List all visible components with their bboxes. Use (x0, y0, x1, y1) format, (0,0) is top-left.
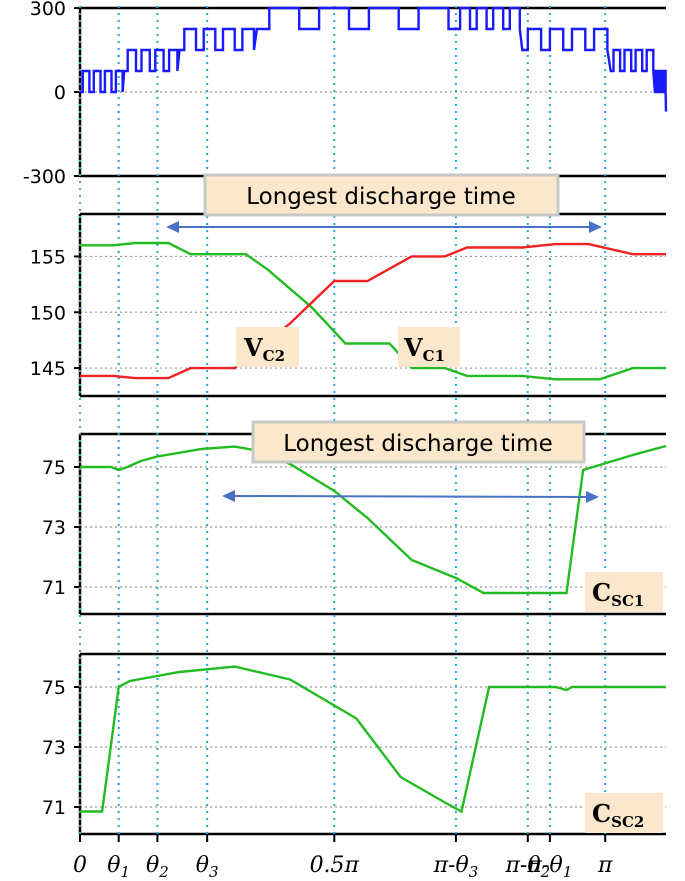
x-tick-label: 0.5π (310, 853, 360, 878)
label-vc2-base: V (243, 333, 263, 362)
x-tick-base: π (597, 853, 613, 878)
traces (80, 6, 668, 814)
label-csc2-sub: SC2 (611, 813, 644, 831)
x-tick-sub: 1 (563, 863, 573, 881)
label-csc1: CSC1 (585, 572, 663, 612)
x-tick-sub: 2 (540, 863, 551, 881)
trace-v-c2 (80, 242, 666, 380)
label-vc2: VC2 (236, 327, 299, 367)
x-tick-base: θ (146, 853, 159, 878)
x-tick-base: θ (107, 853, 120, 878)
x-axis-ticks: 0 θ1 θ2 θ3 0.5π π-θ3 π-θ2π-θ1 π (73, 834, 613, 881)
callout-top: Longest discharge time (203, 173, 560, 217)
y-tick-label: 145 (30, 358, 66, 380)
panel-capacitance-csc2: 75 73 71 (42, 652, 666, 836)
trace-output-voltage (80, 6, 668, 112)
callout-top-text: Longest discharge time (246, 184, 516, 210)
x-tick-label: θ2 (146, 853, 169, 881)
x-tick-sub: 3 (469, 863, 479, 881)
x-tick-base: π-θ (504, 853, 540, 878)
y-tick-label: -300 (23, 166, 66, 188)
x-tick-base: 0.5π (310, 853, 360, 878)
panel-capacitor-voltages: 155 150 145 (30, 212, 666, 398)
arrow-top (166, 221, 602, 233)
x-tick-base: θ (196, 853, 209, 878)
label-vc1-sub: C1 (423, 347, 445, 365)
x-tick-label: θ1 (107, 853, 130, 881)
svg-text:CSC1: CSC1 (592, 578, 644, 610)
y-tick-label: 71 (42, 577, 66, 599)
x-tick-base: π-θ (527, 853, 563, 878)
callout-mid-text: Longest discharge time (283, 431, 553, 457)
svg-text:VC1: VC1 (403, 333, 445, 365)
callout-mid: Longest discharge time (251, 420, 586, 464)
x-tick-sub: 2 (158, 863, 169, 881)
label-csc1-base: C (592, 578, 611, 607)
x-tick-base: π-θ (433, 853, 469, 878)
panels: 300 0 -300 155 150 145 75 73 71 75 73 71 (23, 0, 666, 836)
x-tick-label: π-θ2 (504, 853, 550, 881)
y-tick-label: 0 (54, 82, 66, 104)
arrow-mid (222, 490, 599, 503)
x-tick-sub: 1 (121, 863, 131, 881)
label-csc2-base: C (592, 799, 611, 828)
label-csc2: CSC2 (585, 793, 663, 833)
x-tick-sub: 3 (209, 863, 219, 881)
trace-c-sc2 (80, 665, 666, 814)
label-csc1-sub: SC1 (611, 592, 644, 610)
y-tick-label: 71 (42, 797, 66, 819)
label-vc1: VC1 (398, 327, 460, 367)
y-tick-label: 155 (30, 246, 66, 268)
x-tick-label: π (597, 853, 613, 878)
x-tick-label: θ3 (196, 853, 219, 881)
y-tick-label: 300 (30, 0, 66, 20)
y-tick-label: 73 (42, 737, 66, 759)
y-tick-label: 75 (42, 457, 66, 479)
svg-text:VC2: VC2 (243, 333, 285, 365)
svg-text:CSC2: CSC2 (592, 799, 644, 831)
overlays: Longest discharge time Longest discharge… (166, 173, 663, 833)
y-tick-label: 73 (42, 517, 66, 539)
label-vc1-base: V (403, 333, 423, 362)
x-tick-base: 0 (73, 853, 87, 878)
x-tick-label: 0 (73, 853, 87, 878)
trace-v-c1 (80, 241, 666, 381)
x-tick-label: π-θ3 (433, 853, 479, 881)
trace-c-sc1 (80, 444, 667, 595)
label-vc2-sub: C2 (263, 347, 285, 365)
x-tick-label: π-θ1 (527, 853, 573, 881)
y-tick-label: 150 (30, 302, 66, 324)
y-tick-label: 75 (42, 677, 66, 699)
